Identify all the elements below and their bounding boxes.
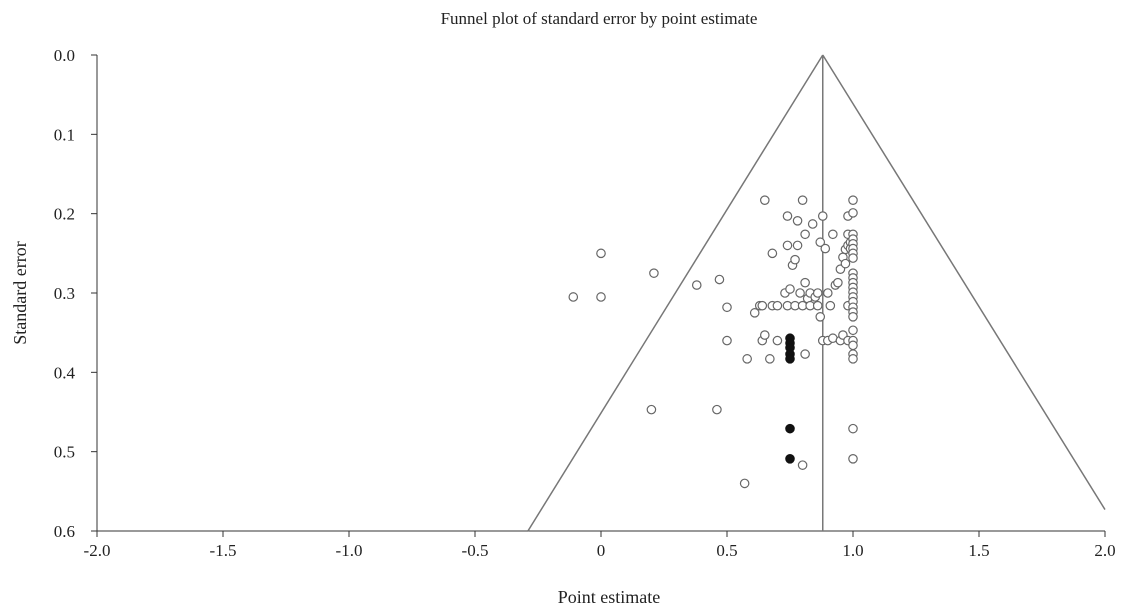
funnel-left-line — [527, 54, 824, 532]
x-tick-label: 0 — [597, 541, 606, 560]
x-tick-label: 1.0 — [842, 541, 863, 560]
observed-study-point — [840, 258, 851, 269]
observed-study-point — [691, 280, 702, 290]
observed-study-point — [800, 229, 810, 240]
observed-study-point — [815, 311, 826, 322]
observed-study-point — [807, 219, 818, 229]
observed-study-point — [815, 237, 826, 248]
observed-study-point — [797, 460, 808, 470]
imputed-study-point — [785, 423, 795, 434]
y-tick-label: 0.3 — [54, 284, 75, 303]
y-tick-label: 0.2 — [54, 205, 75, 224]
observed-study-point — [833, 277, 843, 288]
observed-study-point — [759, 330, 770, 340]
observed-study-point — [848, 340, 858, 351]
y-tick-label: 0.0 — [54, 46, 75, 65]
observed-study-point — [596, 292, 606, 302]
observed-study-point — [848, 195, 858, 205]
observed-study-point — [800, 349, 810, 359]
observed-study-point — [820, 243, 831, 254]
observed-study-point — [596, 248, 606, 259]
observed-study-point — [722, 302, 732, 313]
data-points — [568, 195, 858, 489]
y-tick-label: 0.5 — [54, 443, 75, 462]
x-tick-label: -1.0 — [336, 541, 363, 560]
observed-study-point — [795, 288, 805, 298]
observed-study-point — [742, 354, 752, 364]
observed-study-point — [646, 404, 657, 415]
observed-study-point — [568, 292, 579, 302]
observed-study-point — [800, 277, 810, 288]
observed-study-point — [848, 354, 858, 364]
observed-study-point — [848, 253, 858, 263]
x-tick-label: 0.5 — [716, 541, 737, 560]
observed-study-point — [792, 240, 803, 251]
observed-study-point — [848, 208, 858, 218]
observed-study-point — [772, 335, 783, 346]
y-tick-label: 0.4 — [54, 363, 76, 382]
axes: 0.0 0.1 0.2 0.3 0.4 0.5 0.6 -2.0 -1.5 -1.0 -0.5 0 0.… — [54, 46, 1116, 560]
y-tick-label: 0.1 — [54, 125, 75, 144]
x-tick-label: -1.5 — [210, 541, 237, 560]
observed-study-point — [765, 354, 775, 364]
x-tick-label: 1.5 — [968, 541, 989, 560]
funnel-right-line — [822, 54, 1106, 510]
observed-study-point — [848, 423, 858, 434]
observed-study-point — [772, 300, 783, 311]
observed-study-point — [822, 288, 833, 298]
observed-study-point — [828, 229, 838, 240]
observed-study-point — [785, 284, 795, 294]
x-tick-label: 2.0 — [1094, 541, 1115, 560]
observed-study-point — [848, 454, 858, 464]
funnel — [527, 54, 1106, 532]
observed-study-point — [782, 211, 793, 221]
observed-study-point — [812, 300, 823, 311]
observed-study-point — [749, 308, 760, 318]
observed-study-point — [739, 478, 750, 489]
observed-study-point — [817, 211, 828, 221]
observed-study-point — [722, 335, 732, 346]
observed-study-point — [848, 325, 858, 336]
imputed-study-point — [785, 454, 795, 464]
observed-study-point — [714, 274, 725, 285]
observed-study-point — [767, 248, 778, 259]
y-tick-label: 0.6 — [54, 522, 75, 541]
chart-title: Funnel plot of standard error by point e… — [441, 9, 758, 28]
observed-study-point — [712, 404, 722, 415]
observed-study-point — [812, 288, 823, 298]
x-tick-label: -0.5 — [462, 541, 489, 560]
x-tick-label: -2.0 — [84, 541, 111, 560]
observed-study-point — [848, 311, 858, 322]
observed-study-point — [797, 195, 808, 205]
observed-study-point — [782, 240, 793, 251]
observed-study-point — [825, 300, 836, 311]
y-axis-label: Standard error — [10, 241, 30, 344]
observed-study-point — [649, 268, 659, 278]
observed-study-point — [757, 300, 768, 311]
x-axis-label: Point estimate — [558, 587, 661, 607]
imputed-study-point — [785, 354, 795, 364]
observed-study-point — [792, 216, 803, 226]
observed-study-point — [790, 254, 800, 265]
observed-study-point — [759, 195, 770, 205]
